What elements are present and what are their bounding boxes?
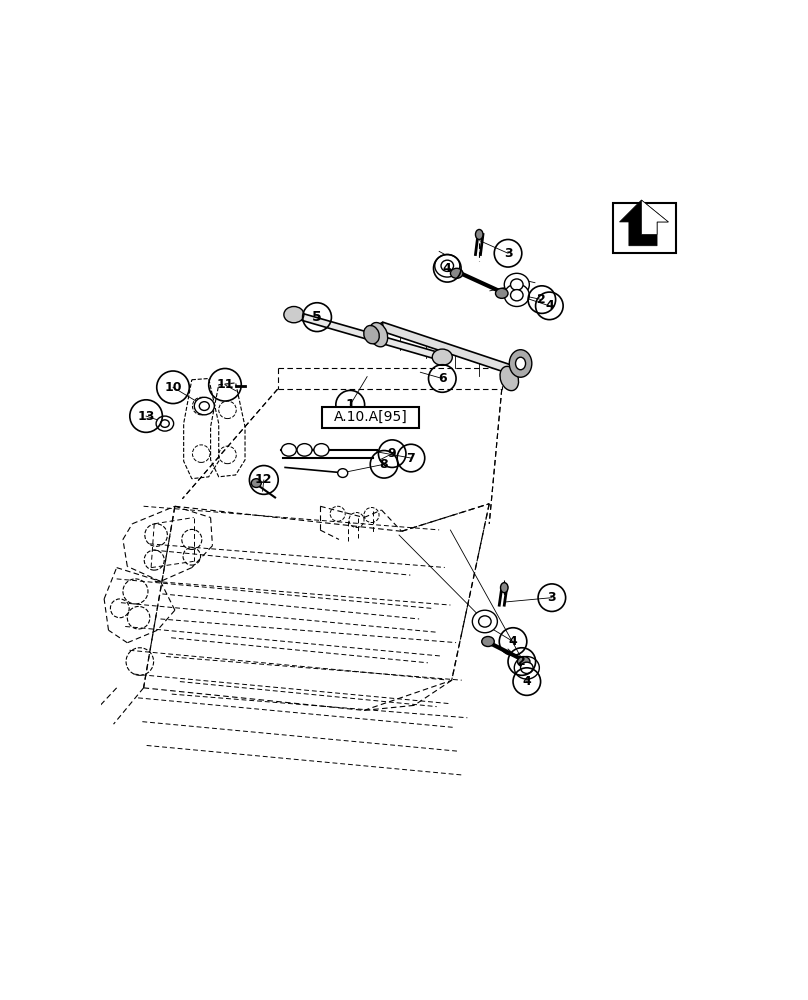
- Ellipse shape: [450, 268, 463, 278]
- Ellipse shape: [517, 657, 530, 667]
- Ellipse shape: [504, 273, 529, 296]
- Ellipse shape: [520, 662, 533, 673]
- Text: 11: 11: [217, 378, 234, 391]
- Ellipse shape: [504, 284, 529, 306]
- Ellipse shape: [500, 583, 508, 593]
- Ellipse shape: [441, 260, 453, 271]
- Text: 10: 10: [164, 381, 182, 394]
- Text: 5: 5: [312, 310, 322, 324]
- Bar: [613, 203, 675, 253]
- Ellipse shape: [200, 402, 209, 410]
- Bar: [322, 407, 419, 428]
- Text: 8: 8: [380, 458, 389, 471]
- Text: 6: 6: [438, 372, 447, 385]
- Ellipse shape: [194, 397, 214, 415]
- Ellipse shape: [500, 366, 519, 391]
- Ellipse shape: [511, 279, 523, 290]
- Ellipse shape: [369, 323, 388, 347]
- Ellipse shape: [511, 290, 523, 301]
- Ellipse shape: [281, 444, 297, 456]
- Text: 4: 4: [443, 262, 452, 275]
- Ellipse shape: [314, 444, 329, 456]
- Text: A.10.A[95]: A.10.A[95]: [334, 410, 407, 424]
- Text: 4: 4: [509, 635, 517, 648]
- Text: 1: 1: [345, 398, 355, 412]
- Ellipse shape: [482, 637, 494, 647]
- Text: 7: 7: [406, 452, 415, 465]
- Text: 3: 3: [503, 247, 512, 260]
- Ellipse shape: [297, 444, 312, 456]
- Ellipse shape: [473, 610, 498, 633]
- Ellipse shape: [475, 229, 483, 239]
- Text: 13: 13: [137, 410, 155, 423]
- Ellipse shape: [161, 420, 169, 427]
- Ellipse shape: [338, 469, 347, 477]
- Text: 2: 2: [537, 293, 546, 306]
- Ellipse shape: [435, 255, 460, 277]
- Polygon shape: [620, 200, 668, 246]
- Text: 2: 2: [517, 655, 526, 668]
- Ellipse shape: [432, 349, 452, 365]
- Text: 4: 4: [545, 299, 553, 312]
- Ellipse shape: [516, 357, 525, 370]
- Text: 9: 9: [388, 447, 397, 460]
- Ellipse shape: [478, 616, 491, 627]
- Polygon shape: [642, 200, 668, 234]
- Ellipse shape: [495, 288, 508, 298]
- Polygon shape: [291, 313, 447, 360]
- Ellipse shape: [364, 325, 379, 344]
- Ellipse shape: [284, 306, 304, 323]
- Text: 12: 12: [255, 473, 272, 486]
- Ellipse shape: [156, 416, 174, 431]
- Ellipse shape: [515, 657, 540, 679]
- Text: 4: 4: [523, 675, 531, 688]
- Ellipse shape: [251, 479, 261, 487]
- Text: 3: 3: [548, 591, 556, 604]
- Polygon shape: [373, 322, 515, 372]
- Polygon shape: [373, 322, 383, 341]
- Polygon shape: [505, 366, 515, 385]
- Ellipse shape: [509, 350, 532, 377]
